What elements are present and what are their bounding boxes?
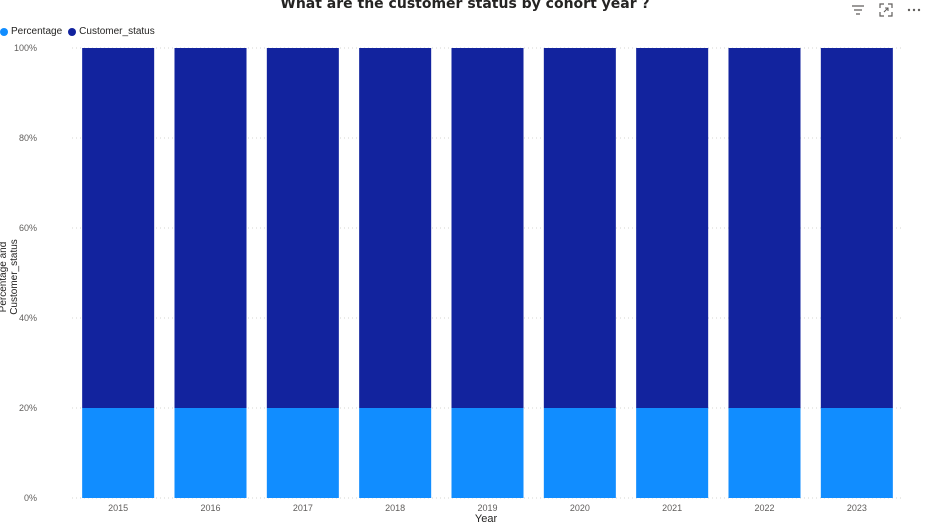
bar-percentage[interactable] <box>359 408 432 498</box>
bar-percentage[interactable] <box>543 408 616 498</box>
filter-icon[interactable] <box>850 2 866 18</box>
bar-customer-status[interactable] <box>451 48 524 408</box>
bar-percentage[interactable] <box>728 408 801 498</box>
bar-customer-status[interactable] <box>636 48 709 408</box>
y-tick-label: 60% <box>19 223 37 233</box>
legend-item-customer-status[interactable]: Customer_status <box>68 26 155 37</box>
x-axis-label: Year <box>474 513 498 525</box>
x-tick-label: 2020 <box>570 503 590 513</box>
x-tick-label: 2015 <box>108 503 128 513</box>
bar-customer-status[interactable] <box>359 48 432 408</box>
bar-customer-status[interactable] <box>543 48 616 408</box>
bar-percentage[interactable] <box>266 408 339 498</box>
bar-percentage[interactable] <box>451 408 524 498</box>
x-tick-label: 2018 <box>385 503 405 513</box>
more-options-icon[interactable] <box>906 2 922 18</box>
chart-legend: Percentage Customer_status <box>0 26 161 37</box>
bar-percentage[interactable] <box>82 408 155 498</box>
x-tick-label: 2021 <box>662 503 682 513</box>
x-tick-label: 2019 <box>477 503 497 513</box>
bar-percentage[interactable] <box>174 408 247 498</box>
x-tick-label: 2016 <box>200 503 220 513</box>
y-tick-label: 0% <box>24 493 37 503</box>
x-tick-label: 2022 <box>754 503 774 513</box>
y-tick-label: 40% <box>19 313 37 323</box>
chart-title: What are the customer status by cohort y… <box>280 0 650 12</box>
focus-mode-icon[interactable] <box>878 2 894 18</box>
bar-customer-status[interactable] <box>728 48 801 408</box>
bar-customer-status[interactable] <box>820 48 893 408</box>
legend-swatch-percentage <box>0 27 8 36</box>
bar-customer-status[interactable] <box>174 48 247 408</box>
bar-percentage[interactable] <box>636 408 709 498</box>
bar-percentage[interactable] <box>820 408 893 498</box>
x-tick-label: 2017 <box>293 503 313 513</box>
y-tick-label: 80% <box>19 133 37 143</box>
y-tick-label: 100% <box>14 43 37 53</box>
legend-swatch-customer-status <box>68 27 77 36</box>
legend-label-percentage: Percentage <box>11 26 63 37</box>
legend-item-percentage[interactable]: Percentage <box>0 26 62 37</box>
y-tick-label: 20% <box>19 403 37 413</box>
legend-label-customer-status: Customer_status <box>79 26 155 37</box>
visual-header-toolbar <box>850 2 922 18</box>
bar-customer-status[interactable] <box>266 48 339 408</box>
x-tick-label: 2023 <box>847 503 867 513</box>
bar-customer-status[interactable] <box>82 48 155 408</box>
